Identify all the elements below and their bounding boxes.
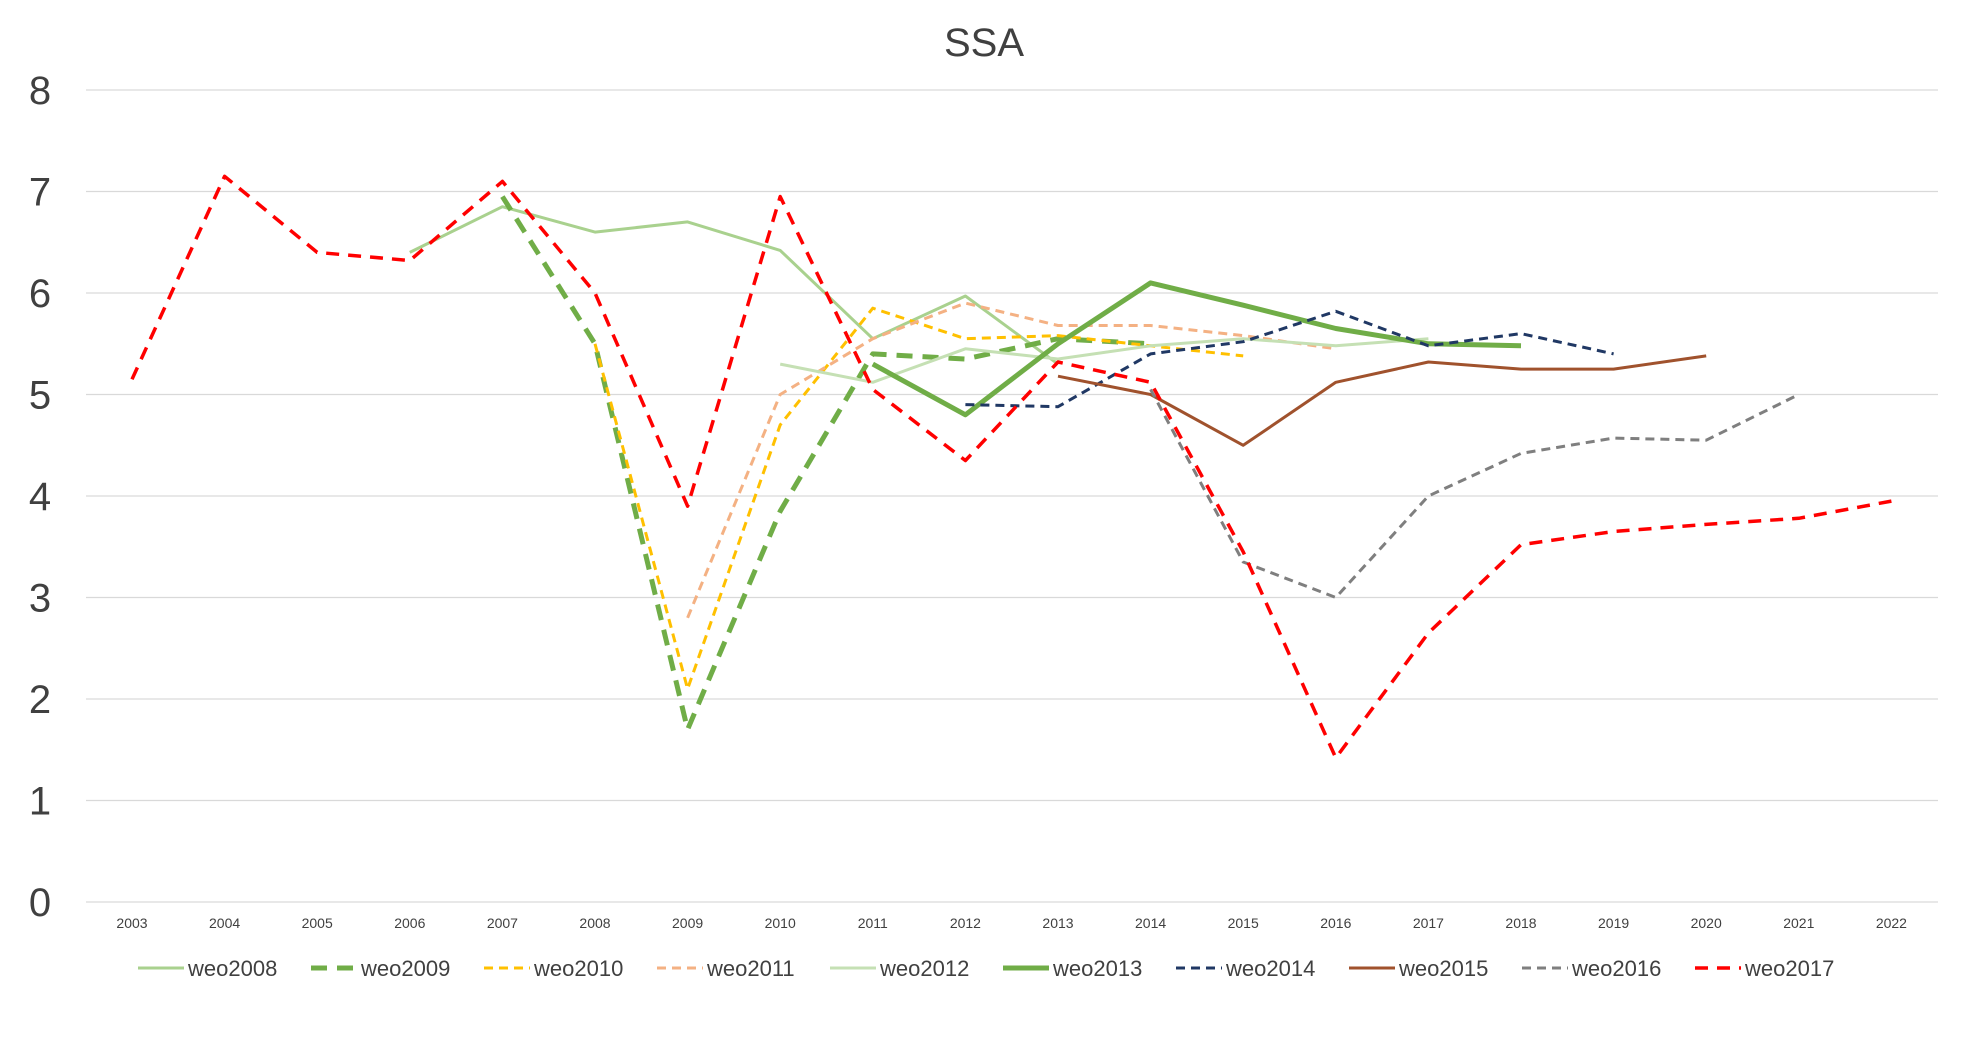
legend-label: weo2008	[187, 956, 277, 981]
series-line-weo2008	[409, 205, 1059, 366]
x-tick-label: 2008	[579, 915, 610, 931]
legend-item-weo2010: weo2010	[484, 956, 623, 981]
x-tick-label: 2015	[1228, 915, 1259, 931]
y-axis: 0 1 2 3 4 5 6 7 8	[29, 69, 51, 925]
x-tick-label: 2005	[302, 915, 333, 931]
x-tick-label: 2022	[1876, 915, 1907, 931]
legend-label: weo2009	[360, 956, 450, 981]
legend-item-weo2013: weo2013	[1003, 956, 1142, 981]
legend-label: weo2013	[1052, 956, 1142, 981]
x-tick-label: 2012	[950, 915, 981, 931]
legend-item-weo2017: weo2017	[1695, 956, 1834, 981]
x-tick-label: 2021	[1783, 915, 1814, 931]
y-tick-label: 4	[29, 475, 51, 519]
plot-area	[86, 70, 1938, 902]
x-tick-label: 2020	[1691, 915, 1722, 931]
legend-label: weo2017	[1744, 956, 1834, 981]
y-tick-label: 3	[29, 577, 51, 621]
x-tick-label: 2003	[116, 915, 147, 931]
x-tick-label: 2017	[1413, 915, 1444, 931]
x-tick-label: 2018	[1505, 915, 1536, 931]
x-axis: 2003 2004 2005 2006 2007 2008 2009 2010 2011 2012…	[116, 915, 1907, 931]
y-tick-label: 6	[29, 272, 51, 316]
x-tick-label: 2019	[1598, 915, 1629, 931]
gridlines	[86, 89, 1938, 903]
x-tick-label: 2007	[487, 915, 518, 931]
legend-label: weo2014	[1225, 956, 1315, 981]
series-line-weo2017	[130, 174, 1892, 760]
legend-item-weo2008: weo2008	[138, 956, 277, 981]
legend-item-weo2015: weo2015	[1349, 956, 1488, 981]
chart-title: SSA	[944, 21, 1024, 65]
legend-item-weo2014: weo2014	[1176, 956, 1315, 981]
series-line-weo2011	[686, 301, 1337, 619]
x-tick-label: 2010	[765, 915, 796, 931]
legend-item-weo2011: weo2011	[657, 956, 795, 981]
x-tick-label: 2016	[1320, 915, 1351, 931]
series-line-weo2009	[500, 195, 1151, 732]
y-tick-label: 2	[29, 678, 51, 722]
series-line-weo2012	[779, 337, 1429, 384]
series-line-weo2015	[1057, 354, 1707, 447]
legend-label: weo2011	[706, 956, 795, 981]
legend-label: weo2016	[1571, 956, 1661, 981]
series-line-weo2016	[1149, 388, 1800, 599]
x-tick-label: 2014	[1135, 915, 1166, 931]
y-tick-label: 8	[29, 69, 51, 113]
legend-item-weo2009: weo2009	[311, 956, 450, 981]
legend-item-weo2012: weo2012	[830, 956, 969, 981]
series-lines	[130, 174, 1892, 760]
y-tick-label: 5	[29, 374, 51, 418]
legend: weo2008 weo2009 weo2010 weo2011 weo2012 weo20…	[138, 956, 1834, 981]
y-tick-label: 0	[29, 881, 51, 925]
legend-label: weo2015	[1398, 956, 1488, 981]
y-tick-label: 1	[29, 780, 51, 824]
legend-item-weo2016: weo2016	[1522, 956, 1661, 981]
x-tick-label: 2004	[209, 915, 240, 931]
series-line-weo2014	[965, 309, 1614, 409]
legend-label: weo2012	[879, 956, 969, 981]
legend-label: weo2010	[533, 956, 623, 981]
x-tick-label: 2009	[672, 915, 703, 931]
x-tick-label: 2006	[394, 915, 425, 931]
x-tick-label: 2013	[1042, 915, 1073, 931]
x-tick-label: 2011	[858, 915, 888, 931]
y-tick-label: 7	[29, 171, 51, 215]
series-line-weo2010	[593, 306, 1244, 691]
